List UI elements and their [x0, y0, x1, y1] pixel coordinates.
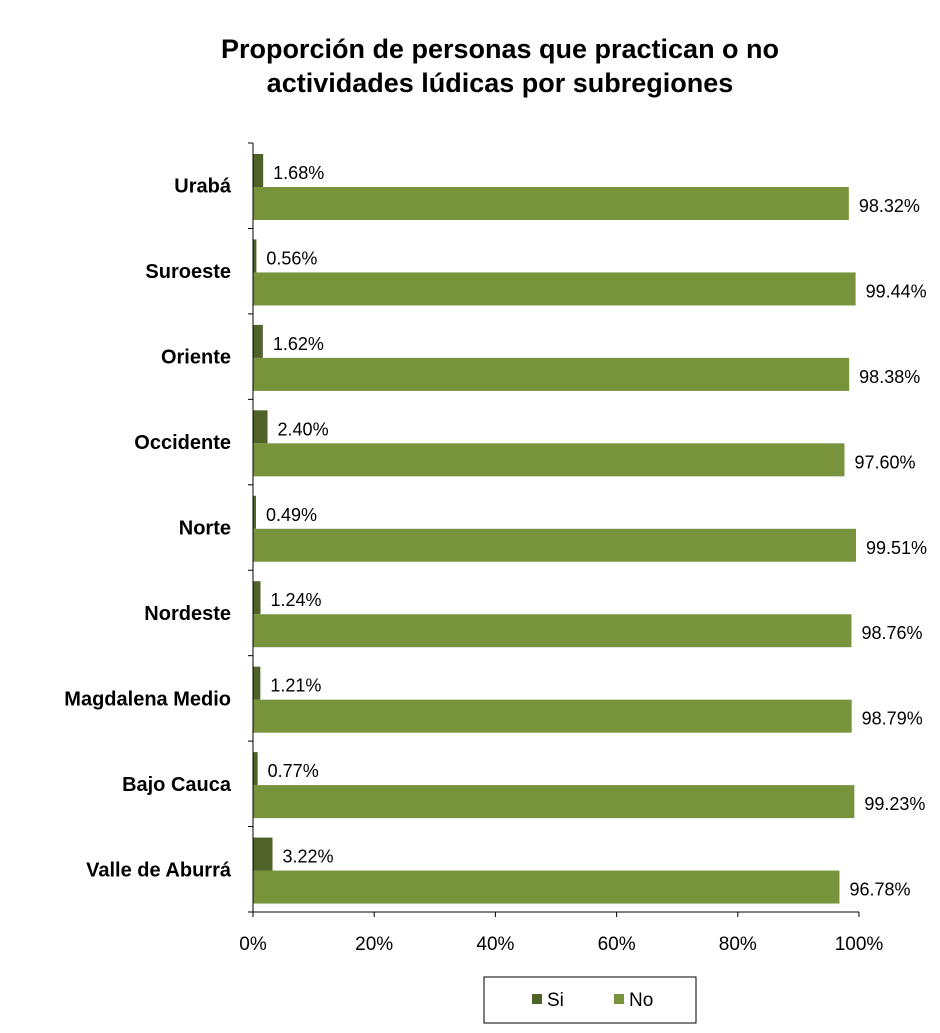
- legend-box: [483, 976, 697, 1024]
- bar-no: [253, 357, 850, 391]
- category-label: Occidente: [134, 432, 231, 454]
- legend-label-si: Si: [547, 990, 564, 1011]
- data-label-no: 98.76%: [861, 623, 922, 643]
- data-label-no: 98.79%: [862, 709, 923, 729]
- legend: Si No: [483, 976, 697, 1024]
- category-label: Suroeste: [145, 261, 231, 283]
- bar-no: [253, 614, 852, 648]
- legend-swatch-no: [614, 994, 624, 1004]
- bar-no: [253, 528, 857, 562]
- data-label-no: 96.78%: [849, 880, 910, 900]
- data-label-si: 0.56%: [266, 248, 317, 268]
- category-label: Norte: [179, 518, 231, 540]
- x-tick-label: 60%: [598, 934, 636, 955]
- x-tick-label: 80%: [719, 934, 757, 955]
- data-label-no: 98.38%: [859, 367, 920, 387]
- data-label-no: 99.44%: [866, 281, 927, 301]
- category-label: Urabá: [174, 176, 232, 198]
- data-label-si: 0.49%: [266, 505, 317, 525]
- data-label-si: 1.24%: [271, 590, 322, 610]
- legend-swatch-si: [532, 994, 542, 1004]
- category-label: Nordeste: [144, 603, 231, 625]
- data-label-si: 1.62%: [273, 334, 324, 354]
- labels-group: Urabá 1.68% 98.32% Suroeste 0.56% 99.44% Orien…: [64, 163, 927, 900]
- category-label: Oriente: [161, 347, 231, 369]
- bar-si: [253, 581, 261, 615]
- bars-group: [253, 154, 857, 904]
- category-label: Valle de Aburrá: [86, 859, 232, 881]
- data-label-si: 2.40%: [278, 419, 329, 439]
- bar-si: [253, 324, 263, 358]
- chart-title-line-2: actividades lúdicas por subregiones: [266, 68, 734, 98]
- bar-no: [253, 272, 856, 306]
- x-tick-label: 100%: [835, 934, 884, 955]
- bar-si: [253, 666, 261, 700]
- data-label-si: 1.68%: [273, 163, 324, 183]
- data-label-no: 99.23%: [864, 794, 925, 814]
- x-tick-label: 20%: [355, 934, 393, 955]
- bar-si: [253, 239, 257, 273]
- category-label: Bajo Cauca: [122, 774, 232, 796]
- data-label-si: 3.22%: [283, 847, 334, 867]
- chart-title: Proporción de personas que practican o n…: [0, 32, 940, 100]
- bar-si: [253, 752, 258, 786]
- bar-no: [253, 443, 845, 477]
- category-label: Magdalena Medio: [64, 688, 231, 710]
- bar-si: [253, 495, 256, 529]
- bar-no: [253, 870, 840, 904]
- bar-no: [253, 699, 852, 733]
- x-tick-label: 0%: [239, 934, 267, 955]
- x-tick-label: 40%: [476, 934, 514, 955]
- data-label-si: 0.77%: [268, 761, 319, 781]
- bar-si: [253, 837, 273, 871]
- axis-group: 0% 20% 40% 60% 80% 100%: [239, 142, 884, 955]
- chart-title-line-1: Proporción de personas que practican o n…: [220, 34, 780, 64]
- data-label-si: 1.21%: [270, 676, 321, 696]
- bar-no: [253, 187, 849, 220]
- bar-si: [253, 410, 268, 444]
- bar-si: [253, 154, 264, 187]
- bar-no: [253, 785, 855, 819]
- data-label-no: 97.60%: [854, 452, 915, 472]
- data-label-no: 98.32%: [859, 196, 920, 216]
- data-label-no: 99.51%: [866, 538, 927, 558]
- legend-label-no: No: [629, 990, 653, 1011]
